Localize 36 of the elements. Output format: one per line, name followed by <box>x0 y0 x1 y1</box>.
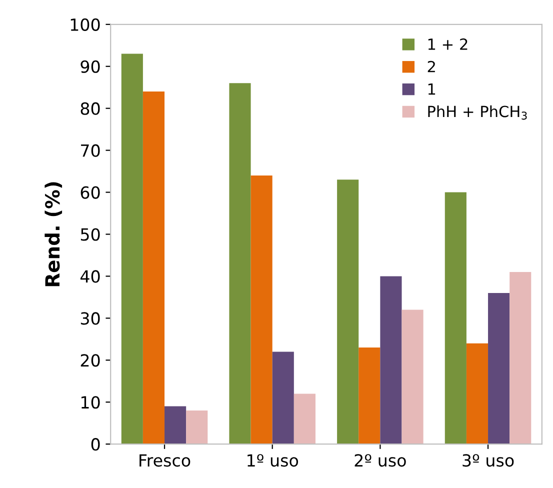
x-tick-label: 1º uso <box>248 454 298 467</box>
y-tick-label: 90 <box>80 60 100 73</box>
bar <box>186 410 208 444</box>
y-axis-title: Rend. (%) <box>44 182 62 286</box>
bar <box>164 406 186 444</box>
y-tick-label: 20 <box>80 354 100 367</box>
bar <box>294 394 316 444</box>
y-tick-label: 70 <box>81 144 100 157</box>
bar <box>229 83 251 444</box>
bar <box>250 175 272 444</box>
bar <box>272 352 294 444</box>
y-tick-label: 50 <box>80 228 100 241</box>
bar <box>142 92 165 444</box>
bar <box>121 54 143 444</box>
y-tick-label: 60 <box>80 186 100 199</box>
legend-label: 1 <box>428 83 436 95</box>
x-tick-label: Fresco <box>140 454 190 467</box>
bar <box>466 343 488 444</box>
y-tick-label: 40 <box>80 270 100 283</box>
bar <box>510 272 532 444</box>
bar <box>444 192 466 444</box>
y-tick-label: 0 <box>91 438 100 451</box>
x-tick-label: 2º uso <box>354 454 406 467</box>
y-tick-label: 100 <box>70 18 100 31</box>
legend-label: 1 + 2 <box>428 38 468 50</box>
bar <box>380 276 402 444</box>
bar <box>337 180 359 444</box>
legend-label: PhH + PhCH$_{3}$ <box>428 105 527 120</box>
y-tick-label: 30 <box>80 312 100 325</box>
y-tick-label: 80 <box>80 102 100 115</box>
bar <box>402 310 424 444</box>
x-tick-label: 3º uso <box>462 454 514 467</box>
y-tick-label: 10 <box>82 396 100 409</box>
legend-label: 2 <box>428 60 435 72</box>
bar <box>358 348 380 444</box>
bar <box>488 292 510 444</box>
